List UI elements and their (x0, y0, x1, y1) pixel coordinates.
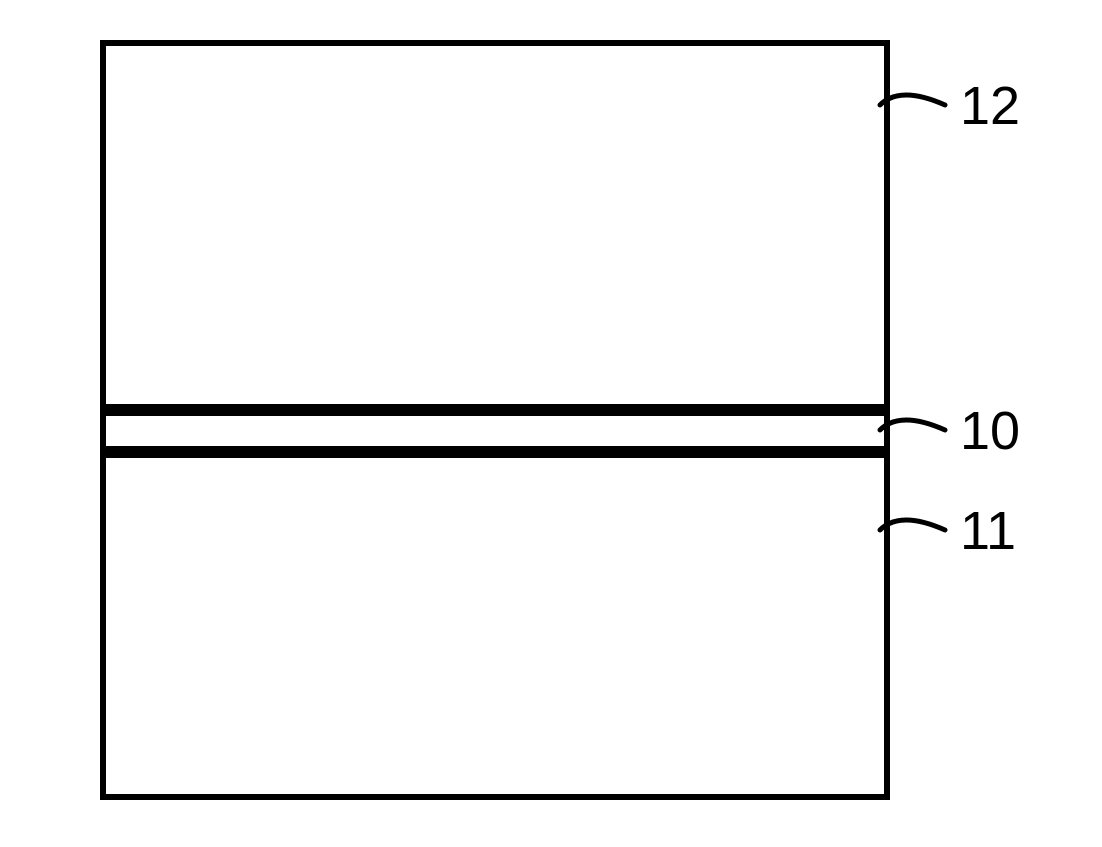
label-top: 12 (960, 75, 1020, 137)
leader-bottom (0, 0, 1102, 847)
label-middle: 10 (960, 400, 1020, 462)
label-bottom: 11 (960, 500, 1016, 562)
